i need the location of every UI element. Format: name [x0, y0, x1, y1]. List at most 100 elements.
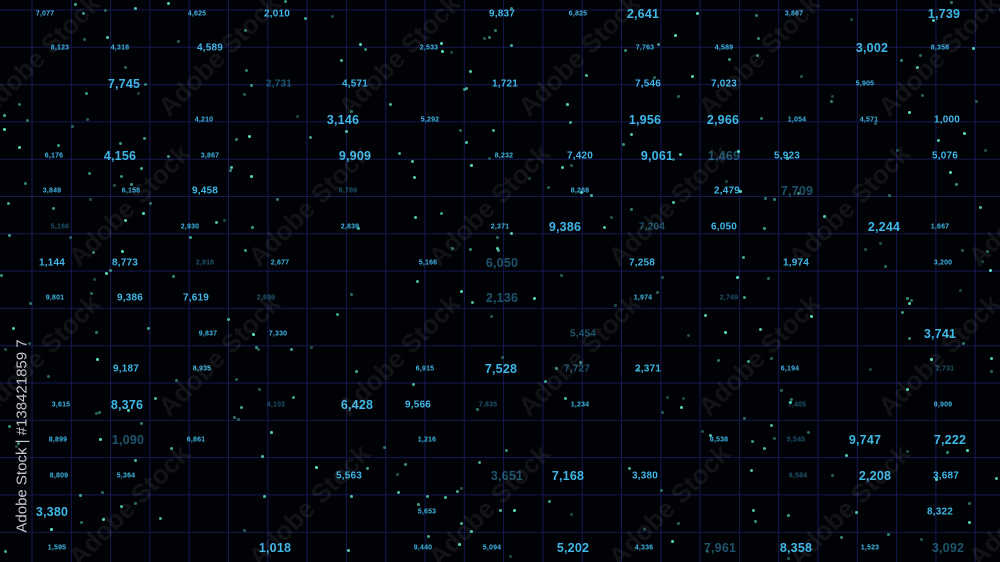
number-label: 6,050 — [710, 221, 738, 233]
dot — [994, 476, 998, 480]
number-label: 5,653 — [417, 508, 437, 516]
dot — [109, 268, 113, 272]
dot — [909, 298, 913, 302]
dot — [681, 397, 685, 401]
dot — [441, 50, 445, 54]
number-label: 2,479 — [713, 185, 741, 197]
number-label: 9,061 — [640, 149, 674, 163]
number-label: 6,158 — [121, 187, 141, 195]
dot — [708, 433, 712, 437]
dot — [78, 493, 82, 497]
dot — [276, 198, 280, 202]
number-label: 3,200 — [933, 259, 953, 267]
dot — [120, 505, 124, 509]
number-label: 7,023 — [710, 78, 738, 90]
number-label: 9,837 — [488, 8, 516, 20]
dot — [569, 121, 573, 125]
dot — [51, 207, 55, 211]
number-label: 1,721 — [491, 78, 519, 90]
dot — [172, 274, 176, 278]
dot — [931, 18, 935, 22]
dot — [459, 521, 463, 525]
number-label: 8,773 — [111, 257, 139, 269]
dot — [236, 417, 240, 421]
dot — [679, 405, 683, 409]
dot — [490, 315, 494, 319]
dot — [849, 17, 853, 21]
dot — [570, 513, 574, 517]
dot — [243, 28, 247, 32]
dot — [232, 415, 236, 419]
dot — [494, 29, 498, 33]
dot — [602, 225, 606, 229]
number-label: 2,533 — [419, 44, 439, 52]
dot — [119, 174, 123, 178]
dot — [261, 454, 264, 458]
number-label: 7,546 — [634, 78, 662, 90]
dot — [945, 451, 949, 455]
number-label: 7,961 — [703, 541, 737, 555]
dot — [772, 197, 776, 201]
dot — [396, 491, 400, 495]
number-label: 3,615 — [51, 401, 71, 409]
dot — [102, 517, 106, 521]
dot — [289, 348, 293, 352]
dot — [863, 247, 867, 251]
dot — [81, 11, 85, 15]
number-label: 4,589 — [196, 42, 224, 54]
number-label: 3,380 — [631, 470, 659, 482]
number-label: 7,420 — [566, 150, 594, 162]
dot — [750, 439, 754, 443]
dot — [366, 466, 370, 470]
number-label: 4,156 — [103, 149, 137, 163]
dot — [159, 517, 163, 521]
dot — [89, 198, 93, 202]
dot — [398, 152, 402, 156]
dot — [359, 43, 363, 47]
dot — [724, 179, 728, 183]
number-label: 8,538 — [709, 436, 729, 444]
dot — [636, 368, 640, 372]
dot — [901, 311, 905, 315]
dot — [716, 359, 720, 363]
dot — [968, 502, 972, 506]
number-label: 7,204 — [638, 221, 666, 233]
dot — [308, 136, 312, 140]
dot — [960, 248, 964, 252]
number-label: 7,330 — [268, 330, 288, 338]
dot — [495, 246, 499, 250]
dot — [989, 356, 993, 360]
dot — [354, 369, 358, 373]
dot — [458, 129, 462, 133]
number-label: 6,428 — [340, 398, 374, 412]
number-label: 1,144 — [38, 257, 66, 269]
number-label: 9,801 — [45, 294, 65, 302]
dot — [563, 396, 567, 400]
dot — [330, 15, 334, 19]
dot — [757, 37, 761, 41]
dot — [630, 208, 634, 212]
dot — [809, 315, 813, 319]
dot — [119, 142, 123, 146]
dot — [460, 290, 464, 294]
dot — [983, 148, 987, 152]
dot — [403, 462, 407, 466]
number-label: 1,956 — [628, 113, 662, 127]
dot — [414, 215, 418, 219]
number-label: 7,077 — [35, 10, 55, 18]
number-label: 2,818 — [195, 259, 215, 267]
dot — [464, 141, 468, 145]
number-label: 2,966 — [706, 113, 740, 127]
dot — [509, 232, 513, 236]
dot — [907, 336, 911, 340]
dot — [751, 509, 755, 513]
number-label: 7,405 — [787, 401, 807, 409]
dot — [678, 153, 682, 157]
dot — [968, 520, 972, 524]
dot — [141, 212, 145, 216]
number-label: 5,094 — [482, 544, 502, 552]
dot — [840, 536, 844, 540]
dot — [412, 175, 416, 179]
dot — [262, 494, 266, 498]
number-label: 5,202 — [556, 541, 590, 555]
